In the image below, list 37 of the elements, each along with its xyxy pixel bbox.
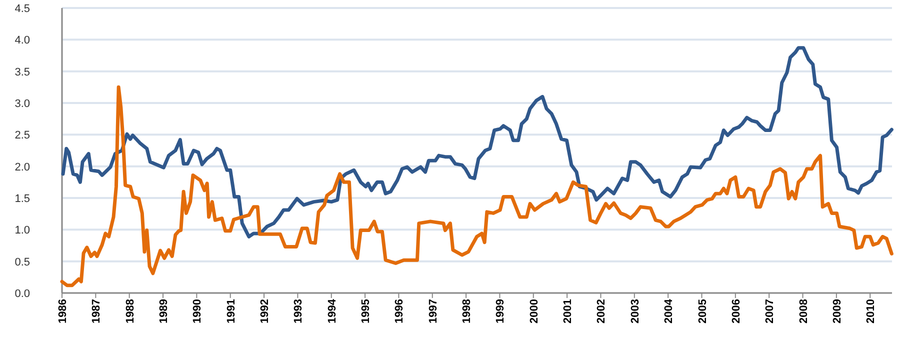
- x-tick-label: 2003: [629, 299, 642, 324]
- y-tick-label: 3.5: [14, 66, 30, 78]
- x-tick-label: 2009: [831, 299, 844, 324]
- x-tick-label: 1998: [461, 299, 474, 324]
- y-tick-label: 4.5: [14, 3, 30, 15]
- x-tick-label: 2002: [596, 299, 608, 324]
- y-tick-label: 0.0: [14, 288, 30, 300]
- x-tick-label: 1992: [259, 299, 272, 324]
- x-tick-label: 2001: [562, 299, 574, 324]
- x-tick-label: 1989: [158, 299, 170, 324]
- x-tick-label: 1994: [326, 298, 338, 324]
- x-tick-label: 2006: [730, 299, 742, 324]
- x-tick-label: 2007: [764, 299, 776, 324]
- x-tick-label: 1988: [124, 299, 136, 324]
- x-tick-label: 2008: [798, 299, 810, 324]
- x-tick-label: 2005: [696, 299, 709, 324]
- x-tick-label: 2000: [528, 299, 540, 324]
- y-tick-label: 2.5: [14, 130, 30, 142]
- y-tick-label: 1.0: [14, 224, 30, 237]
- x-tick-label: 1995: [360, 299, 372, 324]
- x-tick-label: 2010: [865, 299, 878, 324]
- x-tick-label: 1996: [394, 299, 406, 324]
- x-tick-label: 1991: [225, 299, 238, 324]
- line-series: [61, 46, 894, 238]
- x-tick-label: 1993: [292, 299, 305, 324]
- x-tick-label: 1990: [192, 299, 204, 324]
- y-tick-label: 2.0: [14, 161, 30, 174]
- y-tick-label: 1.5: [14, 193, 30, 205]
- x-tick-label: 1987: [90, 299, 103, 324]
- x-tick-label: 1986: [57, 299, 69, 324]
- x-tick-label: 1999: [494, 299, 507, 324]
- y-tick-label: 4.0: [14, 34, 30, 47]
- x-tick-label: 1997: [427, 299, 440, 324]
- line-series: [60, 85, 894, 288]
- x-tick-label: 2004: [663, 298, 676, 324]
- y-tick-label: 0.5: [14, 256, 30, 268]
- y-tick-label: 3.0: [14, 98, 30, 110]
